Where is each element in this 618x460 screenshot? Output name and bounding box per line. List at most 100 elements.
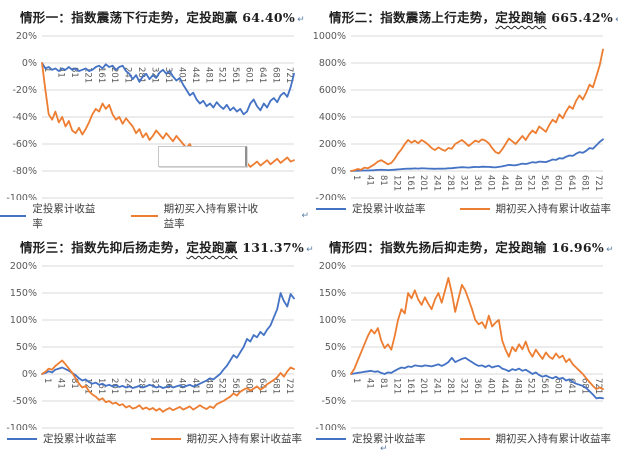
- panel-title-scenario-3: 情形三：指数先抑后扬走势，定投跑赢 131.37% ↵: [0, 230, 314, 256]
- legend-label-hold: 期初买入持有累计收益率: [495, 203, 612, 215]
- title-text: 131.37%: [237, 240, 305, 255]
- x-tick-label: 601: [244, 378, 254, 394]
- line-chart-scenario-3: -100%-50%0%50%100%150%200%1 41 81 121 161 201…: [6, 261, 295, 430]
- x-tick-label: 321: [459, 378, 469, 394]
- x-tick-label: 401: [485, 378, 495, 394]
- legend-label-hold: 期初买入持有累计收益率: [186, 433, 303, 445]
- legend-swatch-dca: [316, 207, 346, 210]
- x-tick-label: 121: [391, 378, 401, 394]
- x-tick-label: 41: [55, 67, 65, 78]
- y-tick-label: 0%: [22, 58, 37, 69]
- paragraph-return-icon: ↵: [301, 211, 309, 221]
- y-tick-label: -40%: [12, 112, 37, 123]
- x-tick-label: 1: [351, 175, 361, 180]
- x-tick-label: 201: [418, 175, 428, 191]
- chart-panel-scenario-3: 情形三：指数先抑后扬走势，定投跑赢 131.37% ↵ -100% -50% 0% 50…: [0, 230, 314, 460]
- x-tick-label: 441: [190, 67, 200, 83]
- y-tick-label: 0%: [331, 369, 346, 380]
- x-tick-label: 721: [284, 67, 294, 83]
- x-tick-label: 521: [526, 378, 536, 394]
- line-chart-scenario-2: -200%0%200%400%600%800%1000%1 41 81 121 161 2…: [313, 31, 604, 200]
- chart-area: -100% -50% 0% 50% 100% 150% 200% 1 41 81 121 161 201…: [0, 258, 300, 430]
- x-tick-label: 41: [364, 175, 374, 186]
- x-tick-label: 681: [270, 378, 280, 394]
- legend-scenario-2: 定投累计收益率 期初买入持有累计收益率: [309, 201, 618, 216]
- empty-text-box: [158, 146, 247, 167]
- series-line-hold: [41, 359, 295, 413]
- legend-label-hold: 期初买入持有累计收益率: [163, 203, 259, 230]
- y-tick-label: 150%: [10, 288, 37, 299]
- x-tick-label: 481: [203, 378, 213, 394]
- x-tick-label: 361: [472, 378, 482, 394]
- legend-label-dca: 定投累计收益率: [352, 433, 426, 445]
- x-tick-label: 41: [364, 378, 374, 389]
- x-tick-label: 121: [391, 175, 401, 191]
- x-tick-label: 161: [405, 378, 415, 394]
- paragraph-return-icon: ↵: [380, 444, 388, 454]
- x-tick-label: 681: [270, 67, 280, 83]
- x-tick-label: 1: [351, 378, 361, 383]
- title-text: ：指数震荡下行走势，定投跑赢 64.40%: [58, 10, 296, 25]
- x-tick-label: 521: [217, 378, 227, 394]
- y-tick-label: 50%: [16, 342, 37, 353]
- x-tick-label: 81: [378, 175, 388, 186]
- panel-title-scenario-4: 情形四：指数先扬后抑走势，定投跑输 16.96% ↵: [309, 230, 618, 256]
- x-tick-label: 721: [284, 378, 294, 394]
- x-tick-label: 481: [512, 175, 522, 191]
- legend-swatch-dca: [316, 437, 346, 440]
- legend-label-hold: 期初买入持有累计收益率: [495, 433, 612, 445]
- y-tick-label: 600%: [319, 85, 346, 96]
- title-text: 情形一: [20, 10, 59, 25]
- x-tick-label: 521: [526, 175, 536, 191]
- legend-swatch-hold: [131, 215, 158, 217]
- y-tick-label: 50%: [325, 342, 346, 353]
- y-tick-label: 100%: [10, 315, 37, 326]
- y-tick-label: -80%: [12, 166, 37, 177]
- x-tick-label: 561: [230, 378, 240, 394]
- legend-label-dca: 定投累计收益率: [352, 203, 426, 215]
- x-tick-label: 641: [257, 67, 267, 83]
- y-tick-label: -50%: [12, 396, 37, 407]
- line-chart-scenario-1: -100% -80% -60% -40% -20% 0% 20% 1 41 81 121 161 201…: [6, 31, 295, 200]
- title-text: 情形二：指数震荡上行走势，: [329, 10, 496, 25]
- y-tick-label: -20%: [12, 85, 37, 96]
- x-tick-label: 441: [499, 378, 509, 394]
- legend-swatch-hold: [459, 207, 490, 210]
- x-tick-label: 561: [230, 67, 240, 83]
- x-tick-label: 361: [472, 175, 482, 191]
- y-tick-label: 200%: [319, 261, 346, 272]
- y-tick-label: -100%: [6, 193, 37, 200]
- y-tick-label: 1000%: [313, 31, 346, 42]
- x-tick-label: 161: [96, 378, 106, 394]
- x-tick-label: 321: [150, 67, 160, 83]
- x-tick-label: 641: [566, 378, 576, 394]
- series-line-dca: [41, 62, 295, 116]
- x-tick-label: 201: [109, 67, 119, 83]
- chart-area: -200% 0% 200% 400% 600% 800% 1000% 1 41 81 121 161 2…: [309, 28, 609, 200]
- x-tick-label: 601: [244, 67, 254, 83]
- title-text: 665.42%: [546, 10, 614, 25]
- y-tick-label: 400%: [319, 112, 346, 123]
- y-tick-label: 200%: [319, 139, 346, 150]
- title-text: 情形四：指数先扬后抑走势，定投跑输 16.96%: [329, 240, 605, 255]
- chart-area: -100% -80% -60% -40% -20% 0% 20% 1 41 81 121 161 201…: [0, 28, 300, 200]
- line-chart-scenario-4: -100% -50% 0% 50% 100% 150% 200% 1 41 81 121 161 201…: [315, 261, 604, 430]
- title-wavy-text: 定投跑输: [495, 10, 547, 25]
- x-tick-label: 441: [499, 175, 509, 191]
- series-line-dca: [350, 138, 604, 172]
- y-tick-label: 20%: [16, 31, 37, 42]
- y-tick-label: 200%: [10, 261, 37, 272]
- x-tick-label: 641: [566, 175, 576, 191]
- series-line-hold: [350, 276, 604, 391]
- x-tick-label: 241: [432, 378, 442, 394]
- y-tick-label: 150%: [319, 288, 346, 299]
- x-tick-label: 161: [405, 175, 415, 191]
- legend-swatch-dca: [7, 437, 37, 440]
- x-tick-label: 721: [593, 175, 603, 191]
- chart-panel-scenario-2: 情形二：指数震荡上行走势，定投跑输 665.42%↵ -200% 0% 200% 40…: [309, 0, 618, 230]
- x-tick-label: 361: [163, 67, 173, 83]
- legend-label-dca: 定投累计收益率: [43, 433, 117, 445]
- x-tick-label: 241: [432, 175, 442, 191]
- y-tick-label: 100%: [319, 315, 346, 326]
